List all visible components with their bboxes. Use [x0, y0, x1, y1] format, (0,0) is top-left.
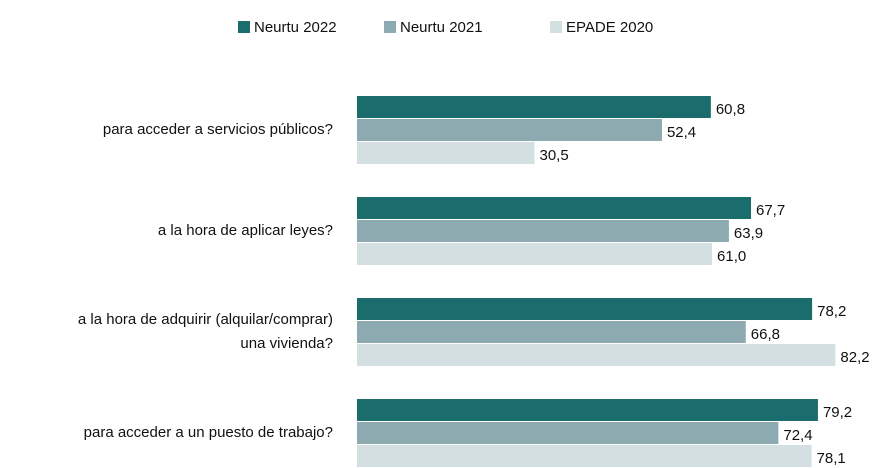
- category-label: a la hora de adquirir (alquilar/comprar)…: [77, 311, 333, 352]
- value-label: 67,7: [756, 202, 785, 219]
- bar: [357, 298, 813, 320]
- bar: [357, 399, 818, 421]
- bar: [357, 321, 746, 343]
- bar: [357, 445, 812, 467]
- value-label: 63,9: [734, 225, 763, 242]
- legend-label: Neurtu 2021: [400, 19, 483, 36]
- category-label: a la hora de aplicar leyes?: [157, 222, 333, 239]
- value-label: 52,4: [667, 124, 696, 141]
- value-label: 30,5: [540, 147, 569, 164]
- bar: [357, 142, 535, 164]
- legend-swatch: [550, 21, 562, 33]
- value-label: 79,2: [823, 404, 852, 421]
- value-label: 78,1: [817, 450, 846, 467]
- bar: [357, 96, 711, 118]
- value-label: 72,4: [783, 427, 812, 444]
- legend-label: EPADE 2020: [566, 19, 653, 36]
- category-label: para acceder a un puesto de trabajo?: [83, 424, 333, 441]
- value-label: 78,2: [817, 303, 846, 320]
- bar: [357, 220, 729, 242]
- value-label: 61,0: [717, 248, 746, 265]
- category-label: para acceder a servicios públicos?: [102, 121, 333, 138]
- value-label: 66,8: [751, 326, 780, 343]
- bar: [357, 243, 713, 265]
- bar: [357, 197, 752, 219]
- legend-label: Neurtu 2022: [254, 19, 337, 36]
- bar: [357, 119, 662, 141]
- bar: [357, 422, 779, 444]
- legend-swatch: [238, 21, 250, 33]
- value-label: 82,2: [840, 349, 869, 366]
- bar: [357, 344, 836, 366]
- legend-swatch: [384, 21, 396, 33]
- value-label: 60,8: [716, 101, 745, 118]
